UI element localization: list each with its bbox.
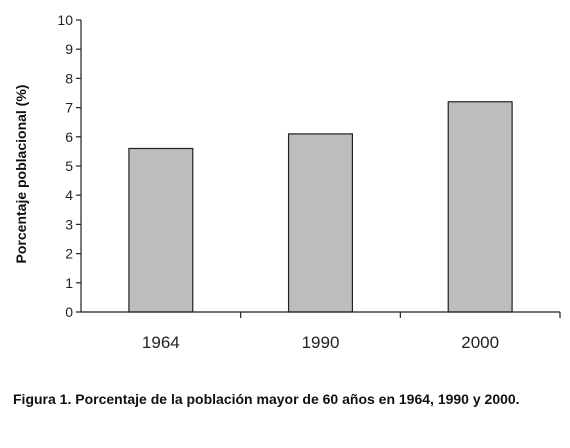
y-tick-label: 7 (65, 100, 73, 116)
x-axis-ticks: 1964 1990 2000 (142, 312, 561, 352)
y-tick-label: 2 (65, 246, 73, 262)
y-tick-label: 9 (65, 41, 73, 57)
y-tick-label: 6 (65, 129, 73, 145)
y-tick-label: 4 (65, 187, 73, 203)
y-tick-label: 3 (65, 216, 73, 232)
x-tick-label: 1964 (142, 333, 180, 352)
bar-2000 (447, 101, 513, 313)
y-tick-label: 8 (65, 70, 73, 86)
bar-1990 (287, 133, 354, 313)
y-tick-label: 10 (57, 12, 73, 28)
y-tick-label: 5 (65, 158, 73, 174)
y-tick-label: 1 (65, 275, 73, 291)
y-axis-title: Porcentaje poblacional (%) (13, 85, 29, 264)
x-tick-label: 2000 (461, 333, 499, 352)
y-axis-ticks: 0 1 2 3 4 5 6 7 8 9 10 (57, 12, 81, 320)
figure-caption: Figura 1. Porcentaje de la población may… (13, 391, 520, 407)
bar-chart: 0 1 2 3 4 5 6 7 8 9 10 1964 1990 2000 Porcentaje pob… (13, 12, 561, 352)
bars (128, 101, 513, 313)
y-tick-label: 0 (65, 304, 73, 320)
bar-1964 (128, 147, 194, 313)
x-tick-label: 1990 (302, 333, 340, 352)
